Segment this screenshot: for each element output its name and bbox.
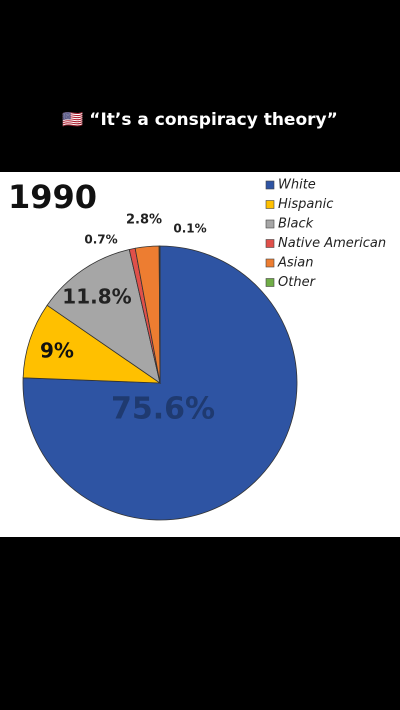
data-label: 0.1% bbox=[173, 222, 206, 236]
data-label: 9% bbox=[40, 339, 74, 363]
legend-label: Native American bbox=[278, 236, 386, 251]
legend-swatch bbox=[265, 258, 275, 268]
legend-swatch bbox=[265, 200, 275, 209]
data-label: 2.8% bbox=[126, 213, 162, 228]
data-label: 75.6% bbox=[111, 392, 215, 427]
video-caption: 🇺🇸 “It’s a conspiracy theory” bbox=[62, 110, 338, 130]
legend-label: Black bbox=[278, 217, 314, 232]
chart: 1990 75.6% 9% 11.8% 0.7% 2.8% 0.1% White Hispan… bbox=[0, 172, 400, 537]
pie-slice bbox=[158, 245, 161, 384]
legend-label: Other bbox=[278, 275, 317, 290]
legend-swatch bbox=[265, 239, 275, 248]
legend-label: Asian bbox=[277, 256, 313, 271]
legend-label: White bbox=[278, 178, 316, 193]
pie-slice bbox=[46, 249, 161, 384]
legend-swatch bbox=[265, 219, 275, 229]
legend-swatch bbox=[265, 278, 275, 287]
legend-label: Hispanic bbox=[278, 197, 333, 212]
data-label: 11.8% bbox=[62, 285, 131, 309]
data-label: 0.7% bbox=[84, 233, 117, 247]
legend-swatch bbox=[265, 180, 275, 190]
chart-title: 1990 bbox=[8, 178, 97, 216]
